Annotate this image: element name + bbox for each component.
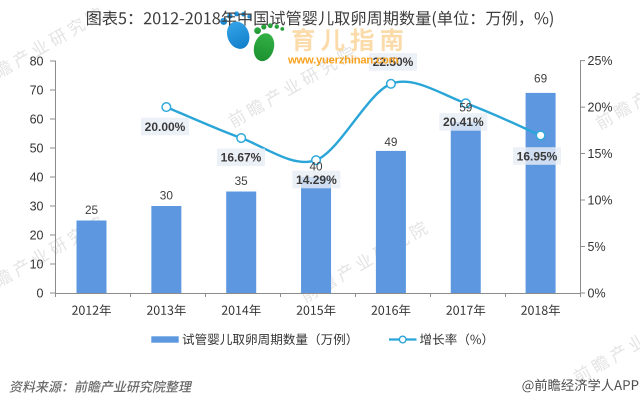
svg-text:30: 30 [30,199,44,213]
svg-text:59: 59 [459,101,472,115]
svg-text:30: 30 [160,189,174,203]
svg-text:16.95%: 16.95% [517,149,558,163]
svg-text:35: 35 [235,174,249,188]
svg-text:14.29%: 14.29% [296,173,337,187]
svg-text:www.yuerzhinan.com: www.yuerzhinan.com [287,55,399,67]
svg-text:25%: 25% [588,54,613,68]
svg-text:20: 20 [30,228,44,242]
svg-text:60: 60 [30,112,44,126]
svg-text:0: 0 [37,286,44,300]
svg-text:10%: 10% [588,193,613,207]
svg-text:16.67%: 16.67% [221,151,262,165]
svg-text:20.00%: 20.00% [145,120,186,134]
svg-text:20%: 20% [588,100,613,114]
svg-text:0%: 0% [588,286,606,300]
svg-text:25: 25 [85,203,99,217]
svg-text:10: 10 [30,257,44,271]
svg-text:40: 40 [30,170,44,184]
svg-text:5%: 5% [588,240,606,254]
svg-text:50: 50 [30,141,44,155]
svg-text:22.50%: 22.50% [373,55,414,69]
svg-text:15%: 15% [588,147,613,161]
svg-text:70: 70 [30,83,44,97]
svg-text:80: 80 [30,54,44,68]
svg-text:49: 49 [384,135,397,149]
svg-text:20.41%: 20.41% [443,115,484,129]
svg-text:40: 40 [309,160,323,174]
svg-text:69: 69 [534,72,547,86]
